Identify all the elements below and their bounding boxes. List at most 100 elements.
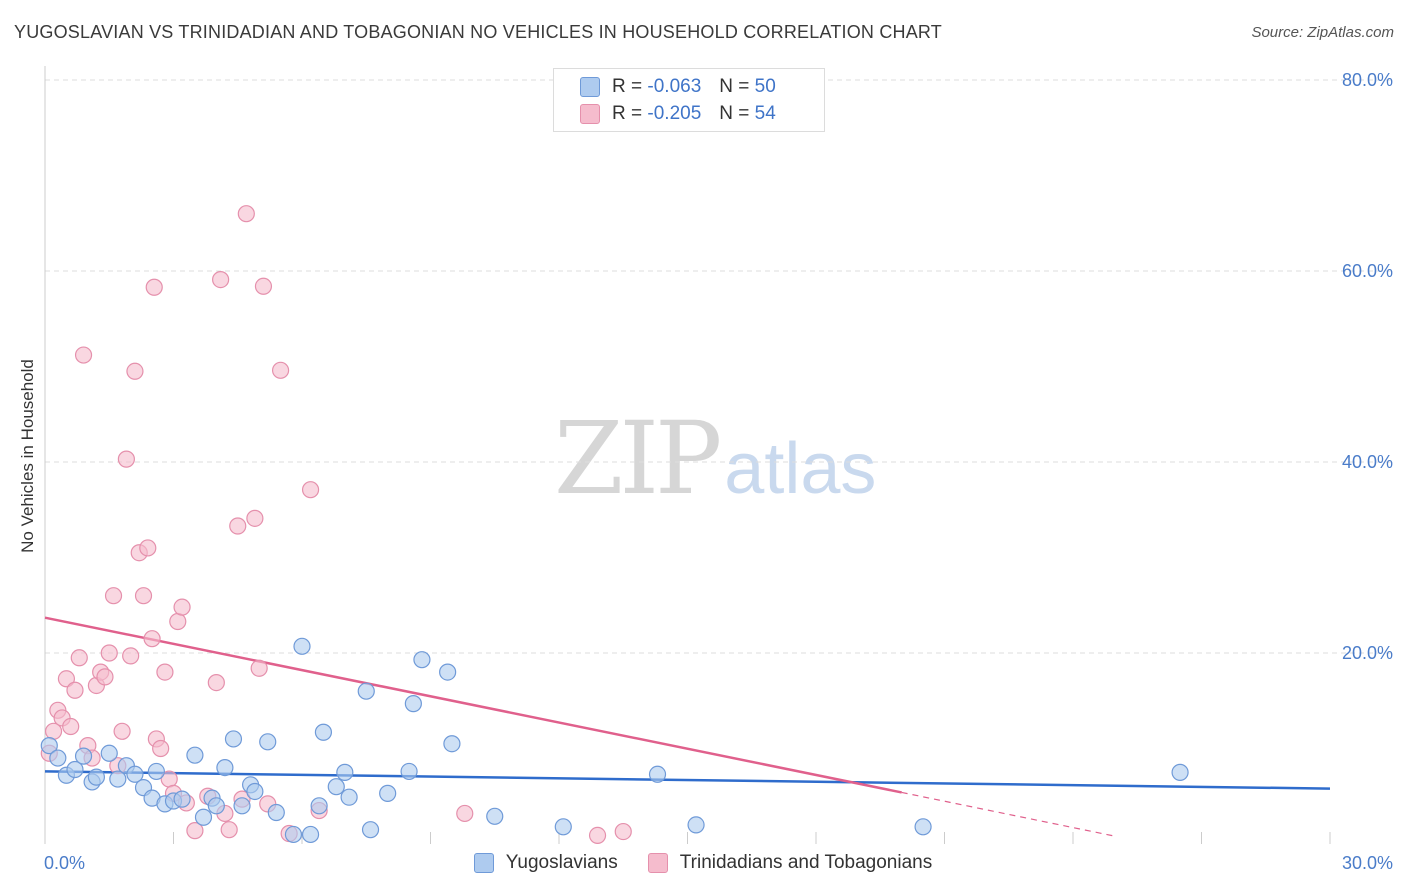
trinidadian-point xyxy=(117,450,135,468)
trinidadian-point xyxy=(246,509,264,527)
yugoslavian-point xyxy=(246,782,264,801)
watermark-atlas: atlas xyxy=(724,429,877,509)
trinidadian-point xyxy=(271,361,290,379)
yugoslavian-point xyxy=(327,778,345,796)
trinidadian-point xyxy=(122,647,140,665)
yugoslavian-point xyxy=(233,797,251,815)
yugoslavian-point xyxy=(207,797,225,815)
yugoslavian-point xyxy=(400,762,418,781)
trinidadian-point xyxy=(62,717,80,736)
trinidadian-point xyxy=(96,668,114,686)
trinidadian-point xyxy=(143,630,161,648)
trinidadian-point xyxy=(173,598,191,616)
y-tick-label: 40.0% xyxy=(1342,452,1393,472)
legend-n-label: N = xyxy=(719,103,750,124)
legend-r-label: R = xyxy=(612,103,643,124)
legend-swatch-trinidadians xyxy=(580,104,600,124)
yugoslavian-point xyxy=(40,737,58,755)
trinidadian-point xyxy=(237,205,255,223)
yugoslavian-trend-line xyxy=(44,770,1331,790)
series-swatch-trinidadians xyxy=(647,853,668,873)
series-legend: Yugoslavians Trinidadians and Tobagonian… xyxy=(0,852,1406,874)
yugoslavian-point xyxy=(284,825,303,844)
yugoslavian-point xyxy=(310,797,328,815)
yugoslavian-point xyxy=(66,760,84,779)
yugoslavian-point xyxy=(413,651,431,669)
series-swatch-yugoslavians xyxy=(473,853,494,873)
x-tick-label: 30.0% xyxy=(1342,853,1393,873)
yugoslavian-point xyxy=(186,746,204,764)
yugoslavian-point xyxy=(687,816,705,834)
yugoslavian-point xyxy=(439,663,457,681)
x-tick-label: 0.0% xyxy=(44,853,85,873)
yugoslavian-point xyxy=(293,637,311,655)
data-points xyxy=(40,205,1189,845)
watermark: ZIPatlas xyxy=(554,400,876,517)
trinidadian-point xyxy=(145,278,163,296)
legend-r-value: -0.063 xyxy=(647,76,702,97)
yugoslavian-point xyxy=(49,749,67,767)
trend-lines xyxy=(44,616,1331,837)
yugoslavian-point xyxy=(194,808,213,826)
yugoslavian-point xyxy=(379,784,397,802)
source-note: Source: ZipAtlas.com xyxy=(1251,24,1394,41)
yugoslavian-point xyxy=(361,821,380,839)
trinidadian-point xyxy=(134,587,153,605)
trinidadian-point xyxy=(113,722,131,740)
trinidadian-point xyxy=(301,481,320,499)
trinidadian-point xyxy=(100,644,118,662)
legend-r-value: -0.205 xyxy=(647,103,702,124)
legend-row-trinidadians: R = -0.205 N = 54 xyxy=(580,102,776,126)
y-tick-label: 60.0% xyxy=(1342,261,1393,281)
yugoslavian-point xyxy=(100,744,118,762)
watermark-zip: ZIP xyxy=(554,400,722,517)
trinidadian-point xyxy=(169,612,187,631)
yugoslavian-point xyxy=(126,765,144,783)
trinidadian-point xyxy=(588,826,607,845)
trinidadian-trend-extension xyxy=(901,791,1116,837)
tick-labels: 20.0% 40.0% 60.0% 80.0% 0.0% 30.0% xyxy=(44,70,1393,873)
yugoslavian-point xyxy=(87,768,106,786)
trinidadian-point xyxy=(74,346,93,364)
yugoslavian-point xyxy=(554,818,572,836)
trinidadian-point xyxy=(156,663,174,681)
grid-lines xyxy=(45,79,1393,654)
trinidadian-point xyxy=(139,539,157,557)
legend-n-value: 54 xyxy=(754,103,776,124)
trinidadian-point xyxy=(254,277,273,295)
trinidadian-point xyxy=(207,674,225,692)
trinidadian-point xyxy=(70,649,88,667)
yugoslavian-point xyxy=(404,695,422,713)
yugoslavian-point xyxy=(357,682,375,700)
trinidadian-point xyxy=(229,517,247,535)
trinidadian-point xyxy=(104,587,123,605)
yugoslavian-point xyxy=(224,730,243,748)
yugoslavian-point xyxy=(648,765,667,783)
legend-n-value: 50 xyxy=(754,76,776,97)
yugoslavian-point xyxy=(914,818,932,836)
trinidadian-point xyxy=(152,739,170,758)
yugoslavian-point xyxy=(301,825,320,844)
yugoslavian-point xyxy=(340,788,358,806)
trinidadian-point xyxy=(126,362,144,380)
yugoslavian-point xyxy=(259,733,277,751)
correlation-legend: R = -0.063 N = 50 R = -0.205 N = 54 xyxy=(553,68,825,132)
legend-row-yugoslavians: R = -0.063 N = 50 xyxy=(580,75,776,99)
trinidadian-point xyxy=(66,681,84,699)
series-label-yugoslavians: Yugoslavians xyxy=(505,852,618,873)
axes xyxy=(44,66,1331,844)
y-tick-label: 80.0% xyxy=(1342,70,1393,90)
trinidadian-point xyxy=(57,670,76,688)
chart-title: YUGOSLAVIAN VS TRINIDADIAN AND TOBAGONIA… xyxy=(14,22,942,42)
yugoslavian-point xyxy=(486,807,504,825)
y-tick-label: 20.0% xyxy=(1342,643,1393,663)
yugoslavian-point xyxy=(314,723,333,741)
legend-r-label: R = xyxy=(612,76,643,97)
trinidadian-point xyxy=(250,659,268,677)
yugoslavian-point xyxy=(336,763,354,781)
yugoslavian-point xyxy=(173,790,191,808)
yugoslavian-point xyxy=(1171,763,1189,781)
yugoslavian-point xyxy=(109,770,127,788)
trinidadian-point xyxy=(212,270,230,289)
